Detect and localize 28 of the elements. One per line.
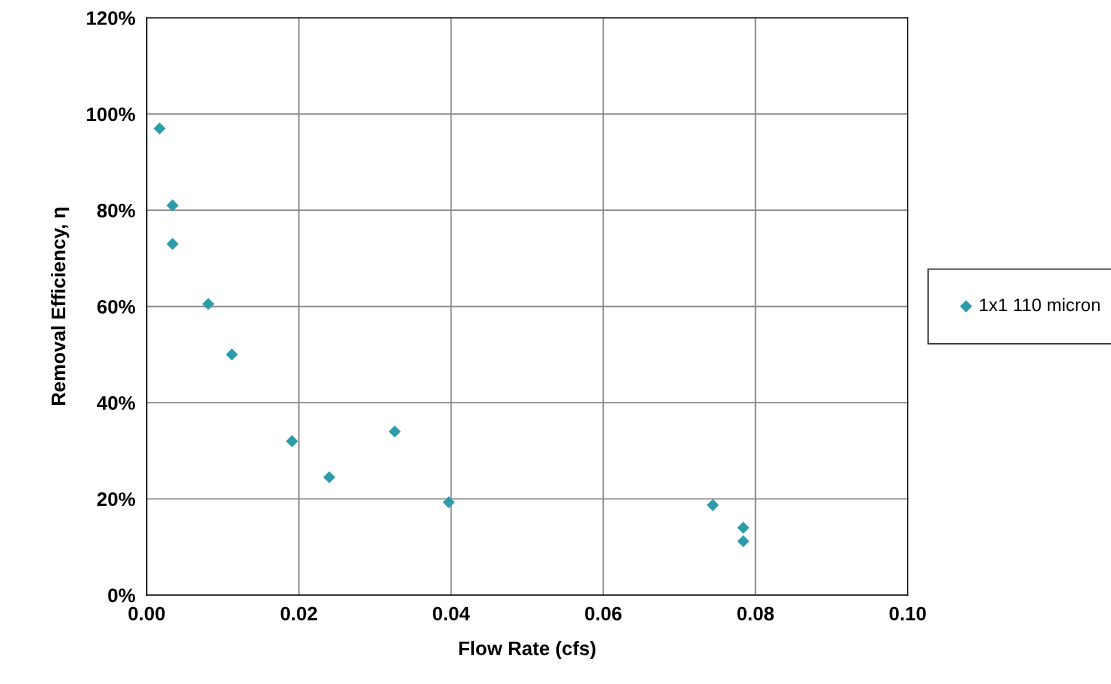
y-tick-label: 100% xyxy=(87,107,136,122)
x-axis-title: Flow Rate (cfs) xyxy=(459,640,596,660)
x-tick-label: 0.10 xyxy=(889,606,926,621)
x-tick-label: 0.08 xyxy=(737,606,774,621)
y-tick-label: 120% xyxy=(87,11,136,26)
y-tick-label: 0% xyxy=(108,588,136,603)
legend-label: 1x1 110 micron xyxy=(980,298,1100,312)
point xyxy=(166,199,179,212)
point xyxy=(737,521,750,534)
y-tick-label: 80% xyxy=(97,203,136,218)
y-tick-label: 20% xyxy=(97,492,136,507)
y-tick-label: 40% xyxy=(96,396,136,410)
point xyxy=(737,535,750,548)
x-tick-label: 0.06 xyxy=(585,606,622,621)
point xyxy=(202,297,215,311)
point xyxy=(225,348,238,361)
point xyxy=(166,237,179,250)
x-tick-label: 0.00 xyxy=(128,606,165,621)
x-tick-label: 0.04 xyxy=(432,606,470,621)
y-tick-label: 60% xyxy=(97,299,136,314)
point xyxy=(388,425,401,438)
x-tick-label: 0.02 xyxy=(280,606,317,621)
point xyxy=(285,435,299,448)
point xyxy=(706,499,719,512)
point xyxy=(153,122,166,135)
y-axis-title: Removal Efficiency, η xyxy=(51,207,70,405)
point xyxy=(323,471,336,484)
point xyxy=(442,496,455,509)
